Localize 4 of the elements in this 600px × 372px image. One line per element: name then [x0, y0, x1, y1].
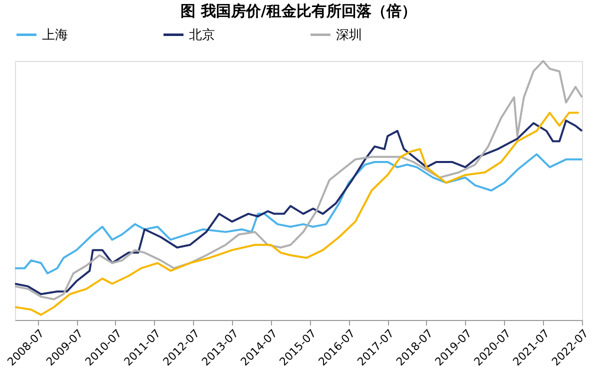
legend-label: 上海 — [42, 28, 68, 43]
legend-label: 深圳 — [336, 28, 362, 43]
legend-label: 北京 — [189, 28, 215, 43]
chart-title: 图 我国房价/租金比有所回落（倍） — [180, 2, 416, 20]
